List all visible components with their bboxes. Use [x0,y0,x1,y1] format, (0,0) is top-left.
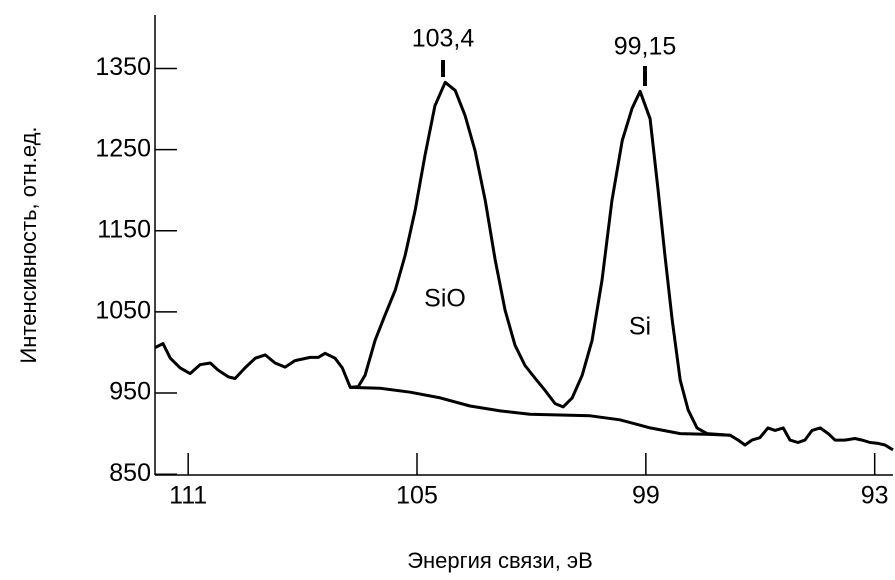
y-tick-label: 1150 [97,215,151,243]
y-tick-label: 1350 [95,53,151,81]
data-line [350,385,731,437]
y-axis-title: Интенсивность, отн.ед. [16,126,41,363]
data-line [154,80,894,452]
annotation: SiO [424,285,466,313]
annotation: 103,4 [412,25,475,53]
x-tick-label: 99 [632,482,660,510]
x-tick-label: 93 [861,482,889,510]
annotation: Si [629,313,651,341]
x-tick-label: 111 [169,482,207,510]
y-tick-label: 850 [109,459,151,487]
x-tick-label: 105 [396,482,438,510]
y-tick-label: 950 [109,378,151,406]
x-axis-title: Энергия связи, эВ [407,548,593,573]
annotation: 99,15 [614,33,677,61]
y-tick-label: 1250 [95,134,151,162]
y-tick-label: 1050 [95,297,151,325]
